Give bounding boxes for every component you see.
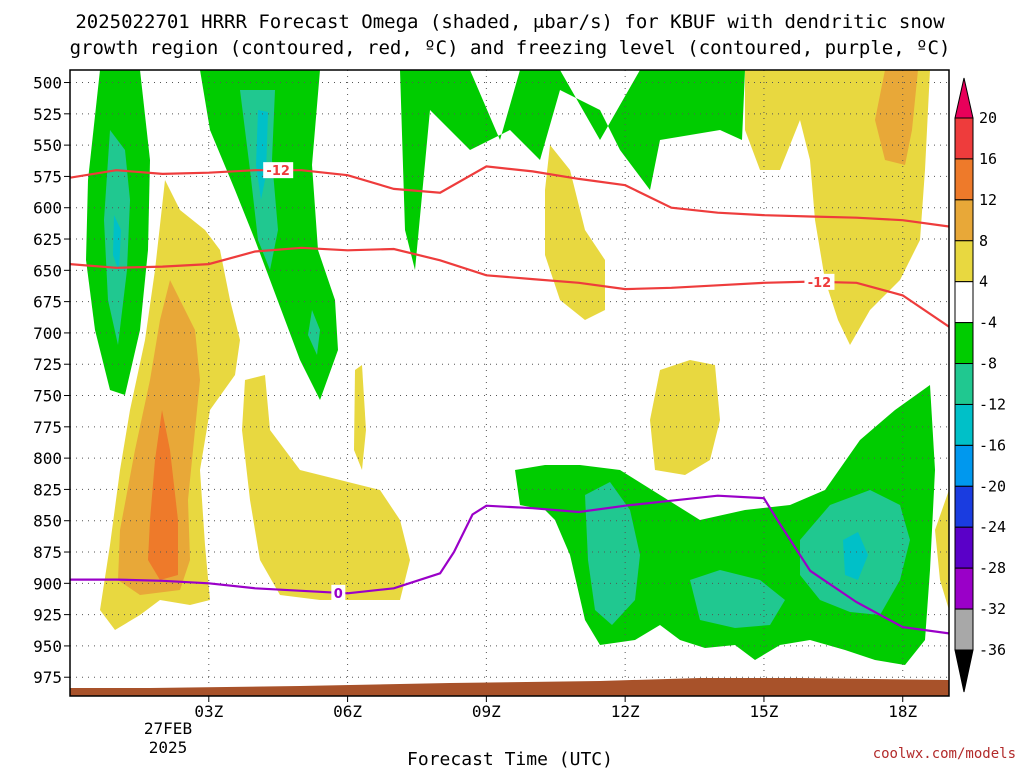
y-tick-label-750: 750	[33, 387, 62, 406]
x-tick-label-06Z: 06Z	[333, 702, 362, 721]
colorbar-box-5	[954, 322, 974, 365]
contour-label-1: -12	[266, 164, 290, 179]
colorbar-label-1: 16	[979, 150, 997, 168]
colorbar-label-11: -28	[979, 559, 1006, 577]
colorbar-label-2: 12	[979, 191, 997, 209]
omega-region-teal-small	[308, 310, 320, 355]
omega-region-yellow-mid-a	[545, 145, 605, 320]
colorbar-top-arrow	[954, 77, 974, 119]
omega-region-orange	[148, 410, 178, 580]
y-tick-label-650: 650	[33, 261, 62, 280]
omega-region-yellow-center	[242, 375, 410, 600]
x-axis-label: Forecast Time (UTC)	[407, 749, 613, 768]
terrain-ground	[70, 678, 949, 696]
y-tick-label-550: 550	[33, 136, 62, 155]
y-tick-label-500: 500	[33, 74, 62, 93]
x-date-line1: 27FEB	[144, 719, 192, 738]
y-tick-label-850: 850	[33, 512, 62, 531]
contour-line-2	[70, 246, 949, 328]
contour-line-1	[70, 165, 949, 228]
colorbar-label-10: -24	[979, 518, 1006, 536]
x-tick-label-15Z: 15Z	[749, 702, 778, 721]
y-tick-label-625: 625	[33, 230, 62, 249]
y-tick-label-600: 600	[33, 199, 62, 218]
colorbar-box-7	[954, 403, 974, 446]
y-tick-label-525: 525	[33, 105, 62, 124]
y-tick-label-975: 975	[33, 668, 62, 687]
omega-region-teal-lower-a	[585, 482, 640, 625]
omega-region-gold-right	[875, 70, 918, 165]
colorbar-bottom-arrow	[954, 649, 974, 693]
x-tick-label-03Z: 03Z	[194, 702, 223, 721]
y-tick-label-575: 575	[33, 167, 62, 186]
credit-text: coolwx.com/models	[873, 746, 1016, 762]
colorbar-label-8: -16	[979, 436, 1006, 454]
x-tick-label-12Z: 12Z	[611, 702, 640, 721]
contour-label-bg-3	[331, 584, 346, 601]
omega-region-yellow-sliver	[354, 365, 366, 470]
omega-region-yellow-edge	[935, 490, 949, 610]
chart-title-line1: 2025022701 HRRR Forecast Omega (shaded, …	[75, 11, 945, 33]
colorbar-label-0: 20	[979, 109, 997, 127]
omega-region-teal-lower-b	[690, 570, 785, 628]
y-tick-label-725: 725	[33, 355, 62, 374]
colorbar-box-12	[954, 608, 974, 651]
y-tick-label-675: 675	[33, 293, 62, 312]
plot-border	[69, 69, 950, 697]
y-tick-label-925: 925	[33, 606, 62, 625]
colorbar-label-9: -20	[979, 477, 1006, 495]
x-tick-label-09Z: 09Z	[472, 702, 501, 721]
colorbar-label-6: -8	[979, 355, 997, 373]
colorbar-box-0	[954, 117, 974, 160]
colorbar: 20 16 12 8 4 -4 -8 -12 -16 -20 -24 -28 -32 -36	[954, 77, 1006, 693]
colorbar-box-10	[954, 526, 974, 569]
contour-label-2: -12	[808, 276, 832, 291]
colorbar-label-7: -12	[979, 395, 1006, 413]
y-tick-label-875: 875	[33, 543, 62, 562]
x-axis: 03Z 06Z 09Z 12Z 15Z 18Z	[194, 696, 918, 721]
omega-region-yellow-mid-b	[650, 360, 720, 475]
contour-label-3: 0	[334, 587, 343, 602]
colorbar-box-11	[954, 567, 974, 610]
y-axis: 500 525 550 575 600 625 650 675 700 725 750 775 800 8…	[33, 74, 70, 687]
y-tick-label-700: 700	[33, 324, 62, 343]
colorbar-box-9	[954, 485, 974, 528]
contour-label-bg-2	[804, 273, 835, 290]
y-tick-label-775: 775	[33, 418, 62, 437]
omega-shading	[86, 70, 949, 665]
colorbar-box-6	[954, 363, 974, 405]
chart-title-line2: growth region (contoured, red, ºC) and f…	[70, 37, 951, 59]
colorbar-label-13: -36	[979, 641, 1006, 659]
colorbar-label-5: -4	[979, 314, 997, 332]
contour-lines: -12 -12 0	[70, 162, 949, 635]
y-tick-label-950: 950	[33, 637, 62, 656]
y-tick-label-800: 800	[33, 449, 62, 468]
omega-region-green-mid	[400, 70, 745, 270]
colorbar-box-8	[954, 444, 974, 487]
grid-lines	[70, 70, 949, 696]
colorbar-box-2	[954, 199, 974, 242]
colorbar-box-3	[954, 240, 974, 283]
colorbar-label-4: 4	[979, 273, 988, 291]
colorbar-box-4	[954, 281, 974, 324]
contour-line-3	[70, 494, 949, 635]
y-tick-label-825: 825	[33, 480, 62, 499]
omega-region-cyan-left	[113, 215, 121, 272]
omega-region-cyan-lower	[843, 532, 868, 580]
colorbar-label-3: 8	[979, 232, 988, 250]
colorbar-box-1	[954, 158, 974, 201]
x-tick-label-18Z: 18Z	[888, 702, 917, 721]
contour-label-bg-1	[263, 162, 294, 179]
x-date-line2: 2025	[149, 738, 188, 757]
y-tick-label-900: 900	[33, 574, 62, 593]
colorbar-label-12: -32	[979, 600, 1006, 618]
